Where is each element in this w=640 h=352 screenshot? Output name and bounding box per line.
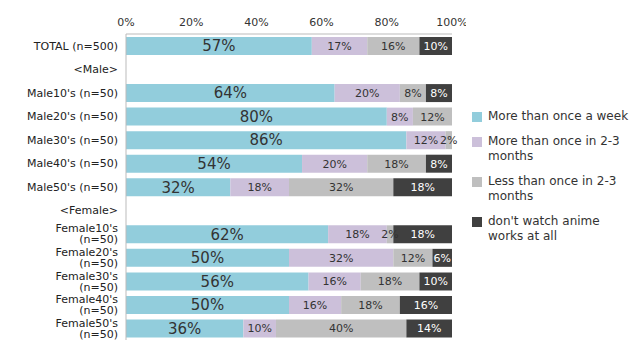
svg-text:Male30's (n=50): Male30's (n=50) bbox=[27, 134, 118, 147]
svg-text:Female40's(n=50): Female40's(n=50) bbox=[55, 293, 118, 317]
svg-text:32%: 32% bbox=[161, 179, 194, 197]
svg-text:40%: 40% bbox=[329, 322, 353, 335]
svg-text:10%: 10% bbox=[423, 275, 447, 288]
svg-text:50%: 50% bbox=[191, 249, 224, 267]
svg-text:32%: 32% bbox=[329, 252, 353, 265]
svg-text:20%: 20% bbox=[355, 87, 379, 100]
svg-text:Female20's(n=50): Female20's(n=50) bbox=[55, 246, 118, 270]
svg-text:8%: 8% bbox=[430, 87, 447, 100]
svg-text:<Female>: <Female> bbox=[60, 204, 118, 217]
svg-text:54%: 54% bbox=[197, 155, 230, 173]
html-text:Less than once in 2-3 months: Less than once in 2-3 months bbox=[488, 173, 617, 203]
svg-text:18%: 18% bbox=[384, 158, 408, 171]
svg-text:62%: 62% bbox=[210, 226, 243, 244]
svg-text:Male20's (n=50): Male20's (n=50) bbox=[27, 110, 118, 123]
svg-text:12%: 12% bbox=[401, 252, 425, 265]
svg-text:16%: 16% bbox=[381, 40, 405, 53]
svg-text:60%: 60% bbox=[309, 16, 333, 29]
svg-text:8%: 8% bbox=[430, 158, 447, 171]
svg-text:TOTAL (n=500): TOTAL (n=500) bbox=[33, 40, 118, 53]
svg-text:18%: 18% bbox=[247, 181, 271, 194]
svg-text:20%: 20% bbox=[179, 16, 203, 29]
svg-text:17%: 17% bbox=[327, 40, 351, 53]
svg-text:80%: 80% bbox=[375, 16, 399, 29]
svg-text:12%: 12% bbox=[414, 134, 438, 147]
svg-text:2%: 2% bbox=[440, 134, 457, 147]
html-text:More than once a week: More than once a week bbox=[488, 108, 629, 123]
svg-text:36%: 36% bbox=[168, 320, 201, 338]
svg-text:2%: 2% bbox=[381, 228, 398, 241]
svg-text:Female50's(n=50): Female50's(n=50) bbox=[55, 317, 118, 341]
svg-text:80%: 80% bbox=[240, 108, 273, 126]
svg-text:64%: 64% bbox=[214, 84, 247, 102]
svg-text:6%: 6% bbox=[433, 252, 450, 265]
svg-text:57%: 57% bbox=[202, 37, 235, 55]
html-text:don't watch anime works at all: don't watch anime works at all bbox=[488, 213, 600, 243]
svg-text:8%: 8% bbox=[391, 111, 408, 124]
svg-text:16%: 16% bbox=[303, 299, 327, 312]
html-text:More than once in 2-3 months: More than once in 2-3 months bbox=[488, 133, 620, 163]
svg-text:0%: 0% bbox=[117, 16, 134, 29]
svg-text:Male40's (n=50): Male40's (n=50) bbox=[27, 157, 118, 170]
svg-text:18%: 18% bbox=[358, 299, 382, 312]
svg-text:56%: 56% bbox=[201, 273, 234, 291]
svg-text:Male10's (n=50): Male10's (n=50) bbox=[27, 87, 118, 100]
svg-text:86%: 86% bbox=[250, 131, 283, 149]
svg-text:18%: 18% bbox=[378, 275, 402, 288]
svg-text:18%: 18% bbox=[345, 228, 369, 241]
svg-text:<Male>: <Male> bbox=[74, 63, 119, 76]
svg-text:Female30's(n=50): Female30's(n=50) bbox=[55, 270, 118, 294]
svg-text:18%: 18% bbox=[410, 228, 434, 241]
svg-text:32%: 32% bbox=[329, 181, 353, 194]
svg-text:16%: 16% bbox=[414, 299, 438, 312]
svg-text:18%: 18% bbox=[410, 181, 434, 194]
svg-text:100%: 100% bbox=[436, 16, 466, 29]
svg-text:Male50's (n=50): Male50's (n=50) bbox=[27, 181, 118, 194]
svg-text:8%: 8% bbox=[404, 87, 421, 100]
svg-text:20%: 20% bbox=[322, 158, 346, 171]
svg-text:40%: 40% bbox=[244, 16, 268, 29]
svg-text:12%: 12% bbox=[420, 111, 444, 124]
svg-text:10%: 10% bbox=[423, 40, 447, 53]
svg-text:50%: 50% bbox=[191, 296, 224, 314]
svg-text:Female10's(n=50): Female10's(n=50) bbox=[55, 222, 118, 246]
svg-text:10%: 10% bbox=[247, 322, 271, 335]
svg-text:16%: 16% bbox=[322, 275, 346, 288]
svg-text:14%: 14% bbox=[417, 322, 441, 335]
